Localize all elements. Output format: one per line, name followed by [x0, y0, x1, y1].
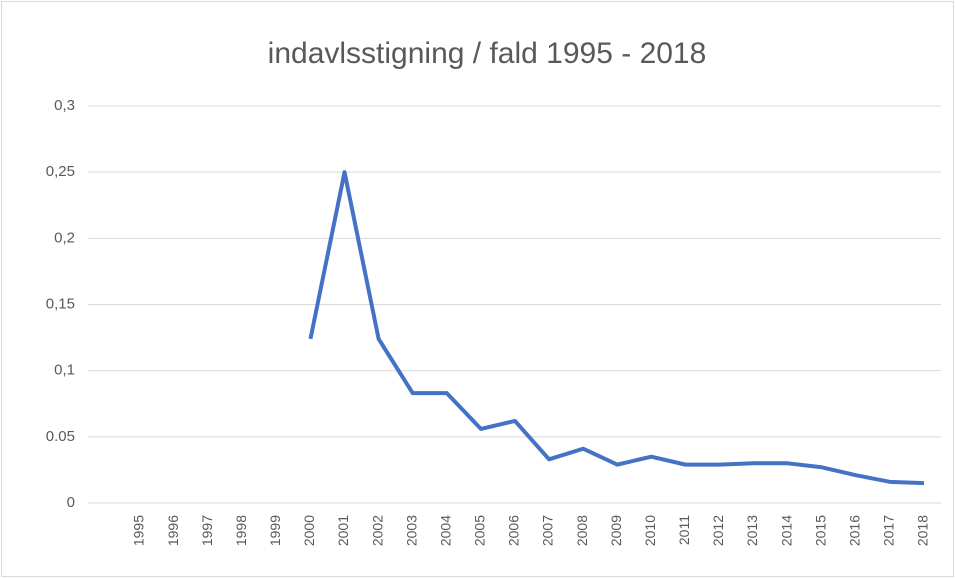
x-tick-label: 2000 [301, 515, 317, 546]
x-tick-label: 1997 [199, 515, 215, 546]
y-tick-label: 0,1 [54, 362, 75, 379]
x-tick-label: 2013 [744, 515, 760, 546]
x-tick-label: 2017 [881, 515, 897, 546]
x-tick-label: 2002 [369, 515, 385, 546]
y-tick-label: 0 [67, 494, 75, 511]
x-tick-label: 2014 [778, 515, 794, 546]
y-tick-label: 0.05 [46, 428, 75, 445]
x-tick-label: 2016 [846, 515, 862, 546]
series-line [308, 170, 925, 486]
y-tick-label: 0,25 [46, 163, 75, 180]
y-tick-label: 0,3 [54, 97, 75, 114]
x-tick-label: 1996 [165, 515, 181, 546]
x-tick-label: 2005 [472, 515, 488, 546]
x-tick-label: 1995 [131, 515, 147, 546]
x-tick-label: 2011 [676, 515, 692, 545]
x-tick-label: 2009 [608, 515, 624, 546]
x-tick-label: 2007 [540, 515, 556, 546]
x-tick-label: 2015 [812, 515, 828, 546]
x-tick-label: 1998 [233, 515, 249, 546]
y-tick-label: 0,15 [46, 295, 75, 312]
x-tick-label: 2006 [506, 515, 522, 546]
x-tick-label: 2004 [437, 515, 453, 546]
x-tick-label: 2003 [403, 515, 419, 546]
x-tick-label: 2008 [574, 515, 590, 546]
x-tick-label: 2010 [642, 515, 658, 546]
x-tick-label: 2018 [915, 515, 931, 546]
y-tick-label: 0,2 [54, 229, 75, 246]
x-tick-label: 2012 [710, 515, 726, 546]
chart-title: indavlsstigning / fald 1995 - 2018 [268, 37, 707, 70]
x-tick-label: 1999 [267, 515, 283, 546]
x-tick-label: 2001 [335, 515, 351, 546]
